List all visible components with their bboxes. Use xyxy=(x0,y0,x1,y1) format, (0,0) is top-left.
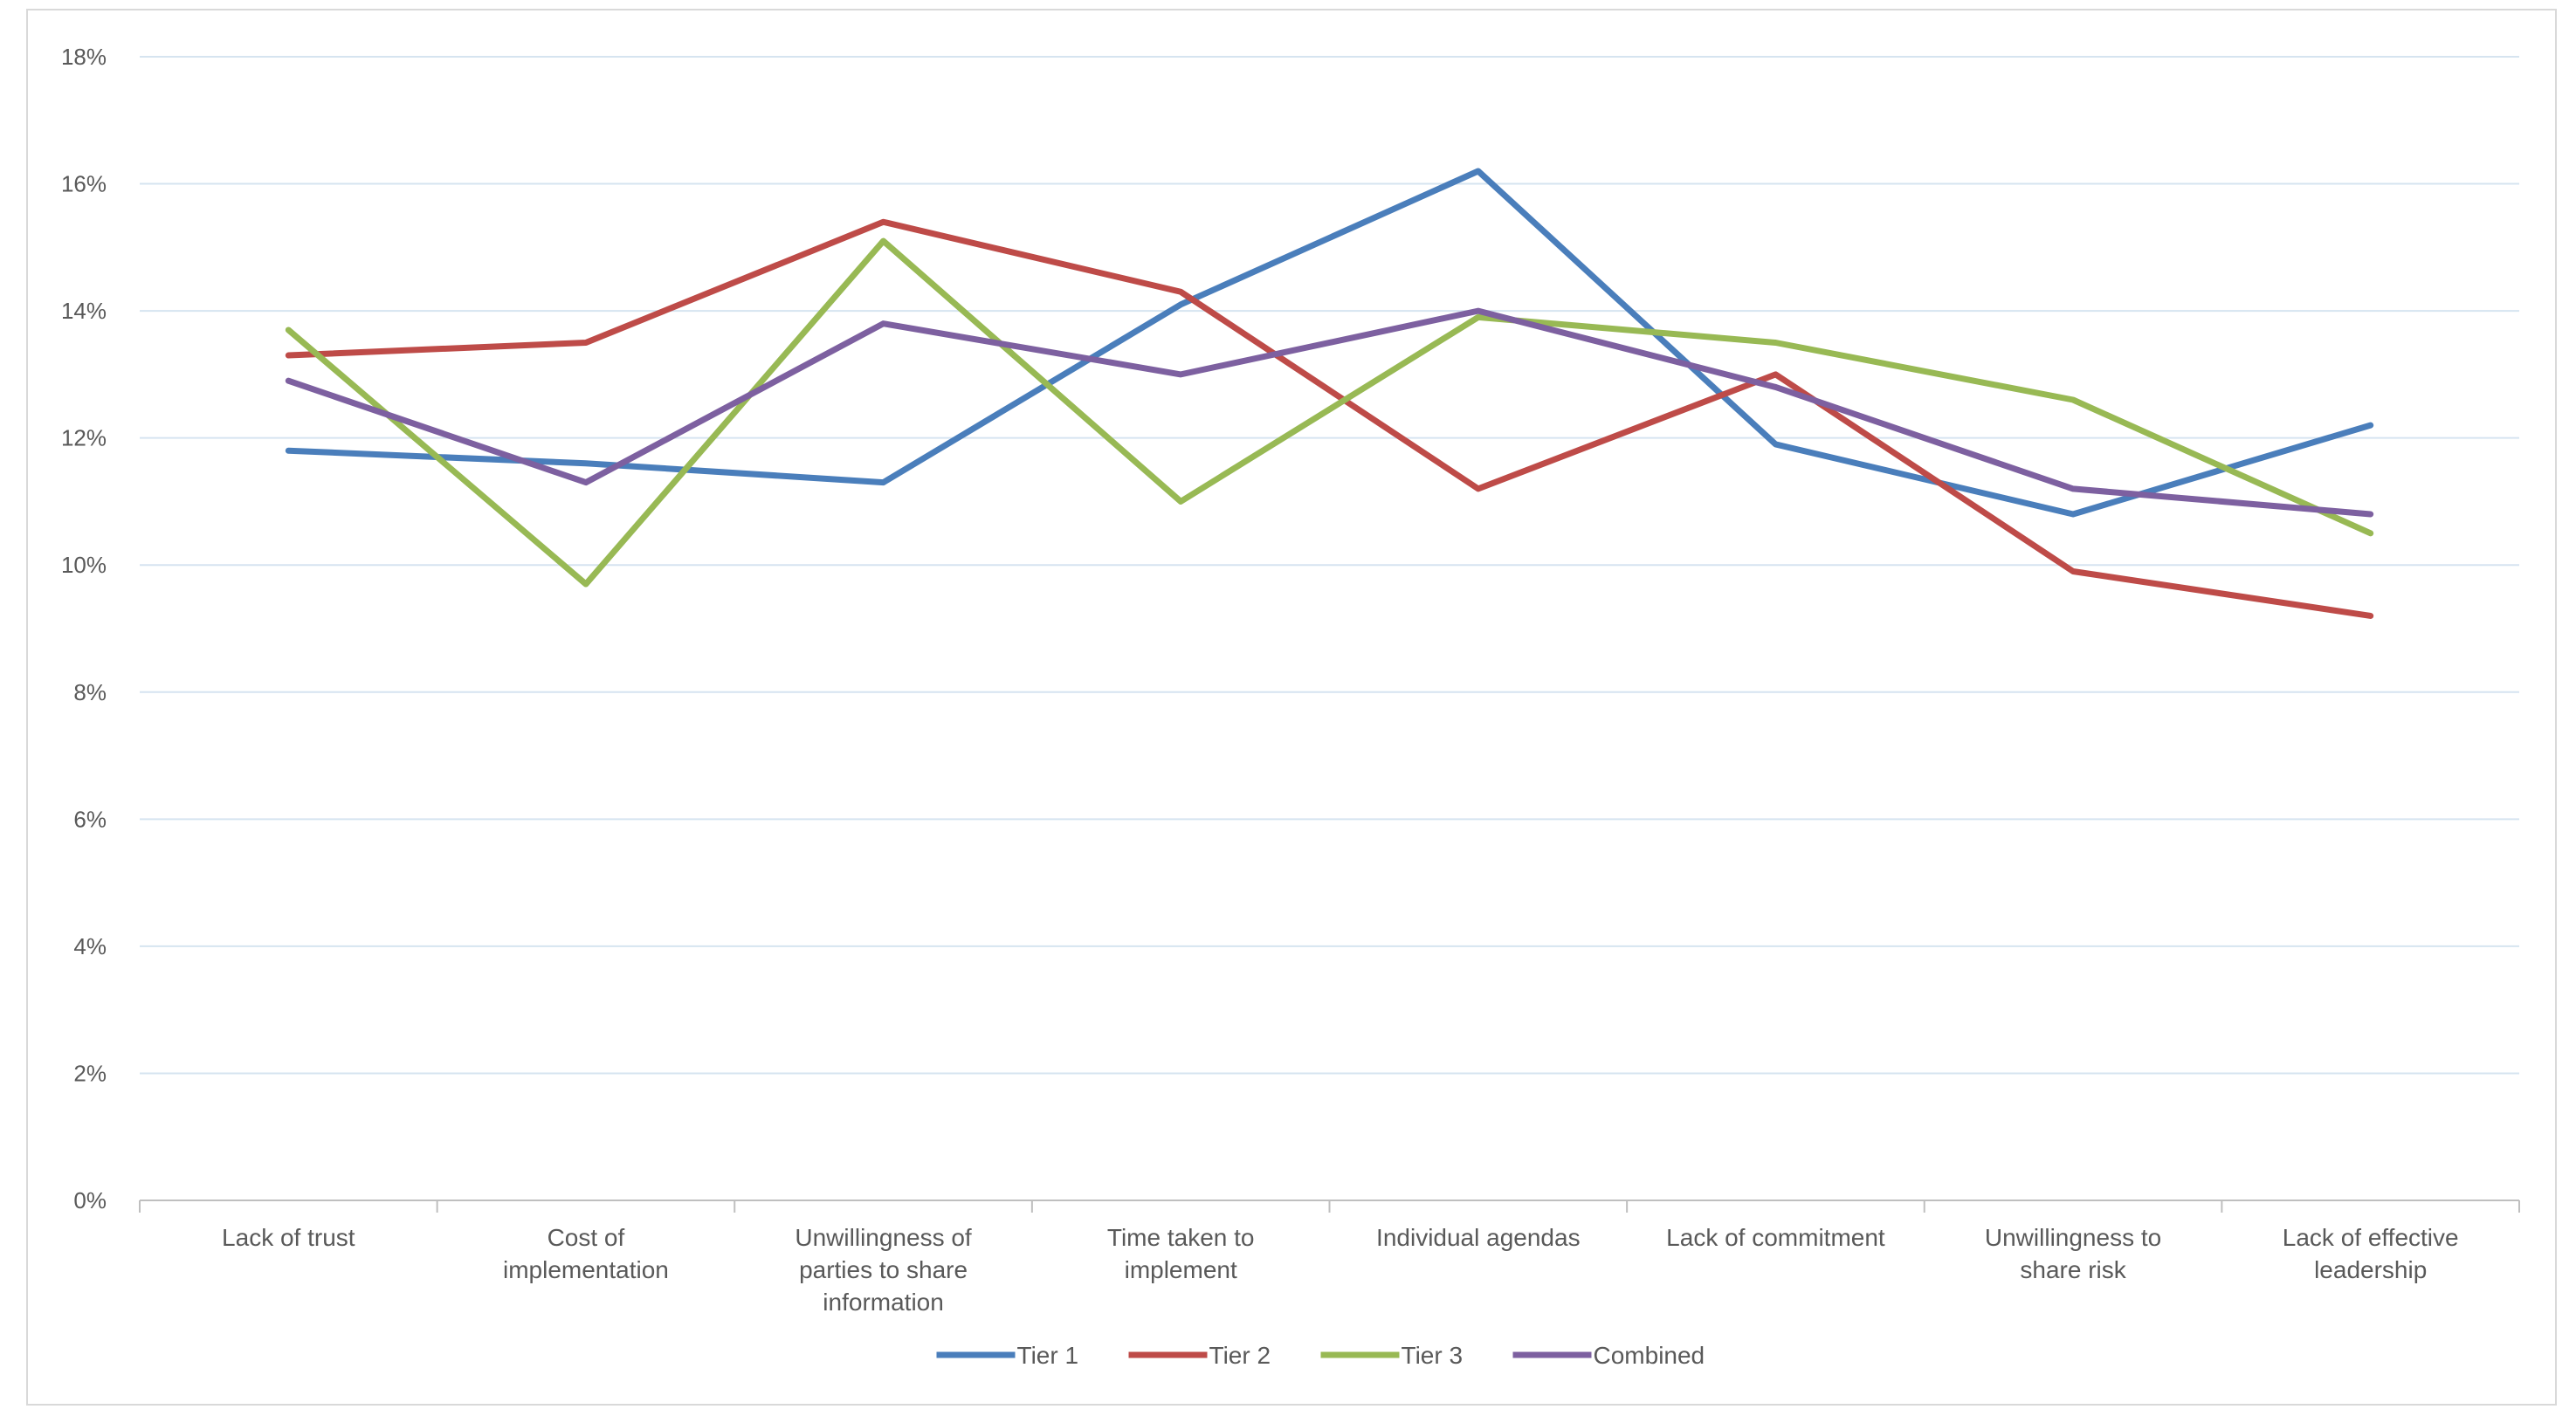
y-tick-label: 12% xyxy=(61,425,107,451)
data-point-tier-2 xyxy=(287,354,289,356)
data-point-combined xyxy=(2072,488,2074,490)
data-point-combined xyxy=(883,323,885,325)
data-point-tier-1 xyxy=(883,482,885,484)
series-line-tier-1 xyxy=(285,168,2374,518)
legend-label-tier-3: Tier 3 xyxy=(1402,1342,1464,1369)
x-tick-label: Lack of trust xyxy=(222,1224,355,1251)
data-point-tier-3 xyxy=(1477,316,1479,318)
data-point-tier-2 xyxy=(1477,488,1479,490)
series-line-tier-2 xyxy=(285,218,2374,619)
y-tick-label: 16% xyxy=(61,171,107,197)
y-tick-label: 4% xyxy=(73,933,107,959)
y-tick-label: 18% xyxy=(61,44,107,70)
data-point-tier-1 xyxy=(287,450,289,451)
data-point-tier-3 xyxy=(2072,399,2074,401)
legend-label-tier-1: Tier 1 xyxy=(1017,1342,1079,1369)
x-tick-label: Lack of commitment xyxy=(1666,1224,1885,1251)
data-point-combined xyxy=(1774,386,1776,388)
data-point-tier-3 xyxy=(585,583,587,585)
data-point-tier-1 xyxy=(585,463,587,464)
series-line-tier-3 xyxy=(285,237,2374,588)
y-tick-label: 14% xyxy=(61,298,107,324)
series-line-combined xyxy=(285,307,2374,518)
data-point-tier-2 xyxy=(883,221,885,223)
data-point-tier-3 xyxy=(287,329,289,331)
data-point-tier-1 xyxy=(2370,424,2372,426)
data-point-tier-3 xyxy=(1774,342,1776,343)
x-tick-label: Individual agendas xyxy=(1376,1224,1581,1251)
data-point-tier-2 xyxy=(2370,615,2372,616)
y-tick-label: 8% xyxy=(73,679,107,705)
data-point-combined xyxy=(585,482,587,484)
legend-label-tier-2: Tier 2 xyxy=(1209,1342,1271,1369)
y-tick-label: 2% xyxy=(73,1060,107,1086)
data-point-tier-2 xyxy=(1774,374,1776,375)
data-point-tier-2 xyxy=(585,342,587,343)
chart-frame xyxy=(26,9,2557,1406)
x-tick-label: Unwillingness of parties to share informat… xyxy=(795,1224,972,1316)
data-point-combined xyxy=(1477,310,1479,312)
y-tick-label: 10% xyxy=(61,552,107,578)
data-point-tier-2 xyxy=(2072,571,2074,572)
y-tick-label: 6% xyxy=(73,806,107,832)
legend-label-combined: Combined xyxy=(1594,1342,1705,1369)
data-point-tier-3 xyxy=(883,240,885,242)
data-point-combined xyxy=(287,380,289,382)
x-tick-label: Cost of implementation xyxy=(503,1224,669,1283)
data-point-tier-1 xyxy=(2072,513,2074,515)
data-point-tier-1 xyxy=(1774,443,1776,445)
data-point-combined xyxy=(2370,513,2372,515)
y-tick-label: 0% xyxy=(73,1187,107,1213)
data-point-tier-1 xyxy=(1477,170,1479,172)
x-tick-label: Unwillingness to share risk xyxy=(1985,1224,2161,1283)
x-tick-label: Lack of effective leadership xyxy=(2283,1224,2459,1283)
x-tick-label: Time taken to implement xyxy=(1107,1224,1255,1283)
